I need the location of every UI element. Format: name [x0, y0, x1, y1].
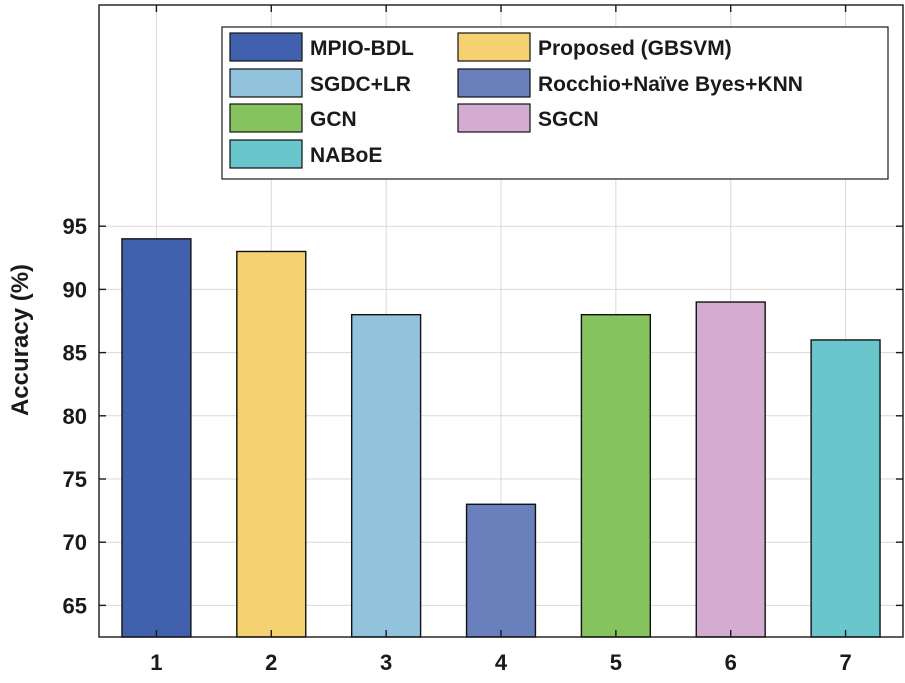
y-axis-label: Accuracy (%) [7, 264, 34, 416]
legend-swatch-1 [229, 32, 303, 62]
legend-swatch-7 [229, 139, 303, 169]
x-tick-label: 6 [725, 650, 737, 675]
y-tick-label: 85 [63, 341, 87, 366]
y-tick-label: 80 [63, 404, 87, 429]
y-tick-labels: 65 70 75 80 85 90 95 [63, 214, 87, 618]
bar-4 [465, 503, 537, 638]
legend-box [221, 26, 889, 180]
legend: MPIO-BDL Proposed (GBSVM) SGDC+LR Rocchio+N… [221, 26, 889, 180]
x-tick-label: 7 [839, 650, 851, 675]
legend-label-7: NABoE [310, 144, 382, 167]
x-tick-label: 5 [610, 650, 622, 675]
bars [121, 238, 881, 638]
x-tick-label: 4 [495, 650, 508, 675]
legend-label-1: MPIO-BDL [310, 37, 414, 60]
legend-swatch-6 [457, 103, 531, 133]
x-tick-labels: 1 2 3 4 5 6 7 [150, 650, 851, 675]
x-tick-label: 3 [380, 650, 392, 675]
legend-swatch-2 [457, 32, 531, 62]
bar-3 [350, 313, 422, 638]
legend-swatch-4 [457, 68, 531, 98]
legend-label-3: SGDC+LR [310, 73, 411, 96]
legend-swatch-5 [229, 103, 303, 133]
y-tick-label: 95 [63, 214, 87, 239]
bar-5 [580, 313, 652, 638]
x-tick-label: 2 [265, 650, 277, 675]
tick-marks [99, 5, 903, 637]
bar-7 [810, 339, 881, 638]
y-tick-label: 65 [63, 593, 87, 618]
bar-1 [121, 238, 192, 638]
legend-label-2: Proposed (GBSVM) [538, 37, 732, 60]
legend-label-6: SGCN [538, 108, 599, 131]
x-tick-label: 1 [150, 650, 162, 675]
y-tick-label: 70 [63, 530, 87, 555]
legend-label-4: Rocchio+Naïve Byes+KNN [538, 73, 803, 96]
y-tick-label: 90 [63, 277, 87, 302]
y-tick-label: 75 [63, 467, 87, 492]
legend-label-5: GCN [310, 108, 357, 131]
bar-2 [236, 250, 307, 638]
legend-swatch-3 [229, 68, 303, 98]
bar-6 [695, 301, 766, 638]
